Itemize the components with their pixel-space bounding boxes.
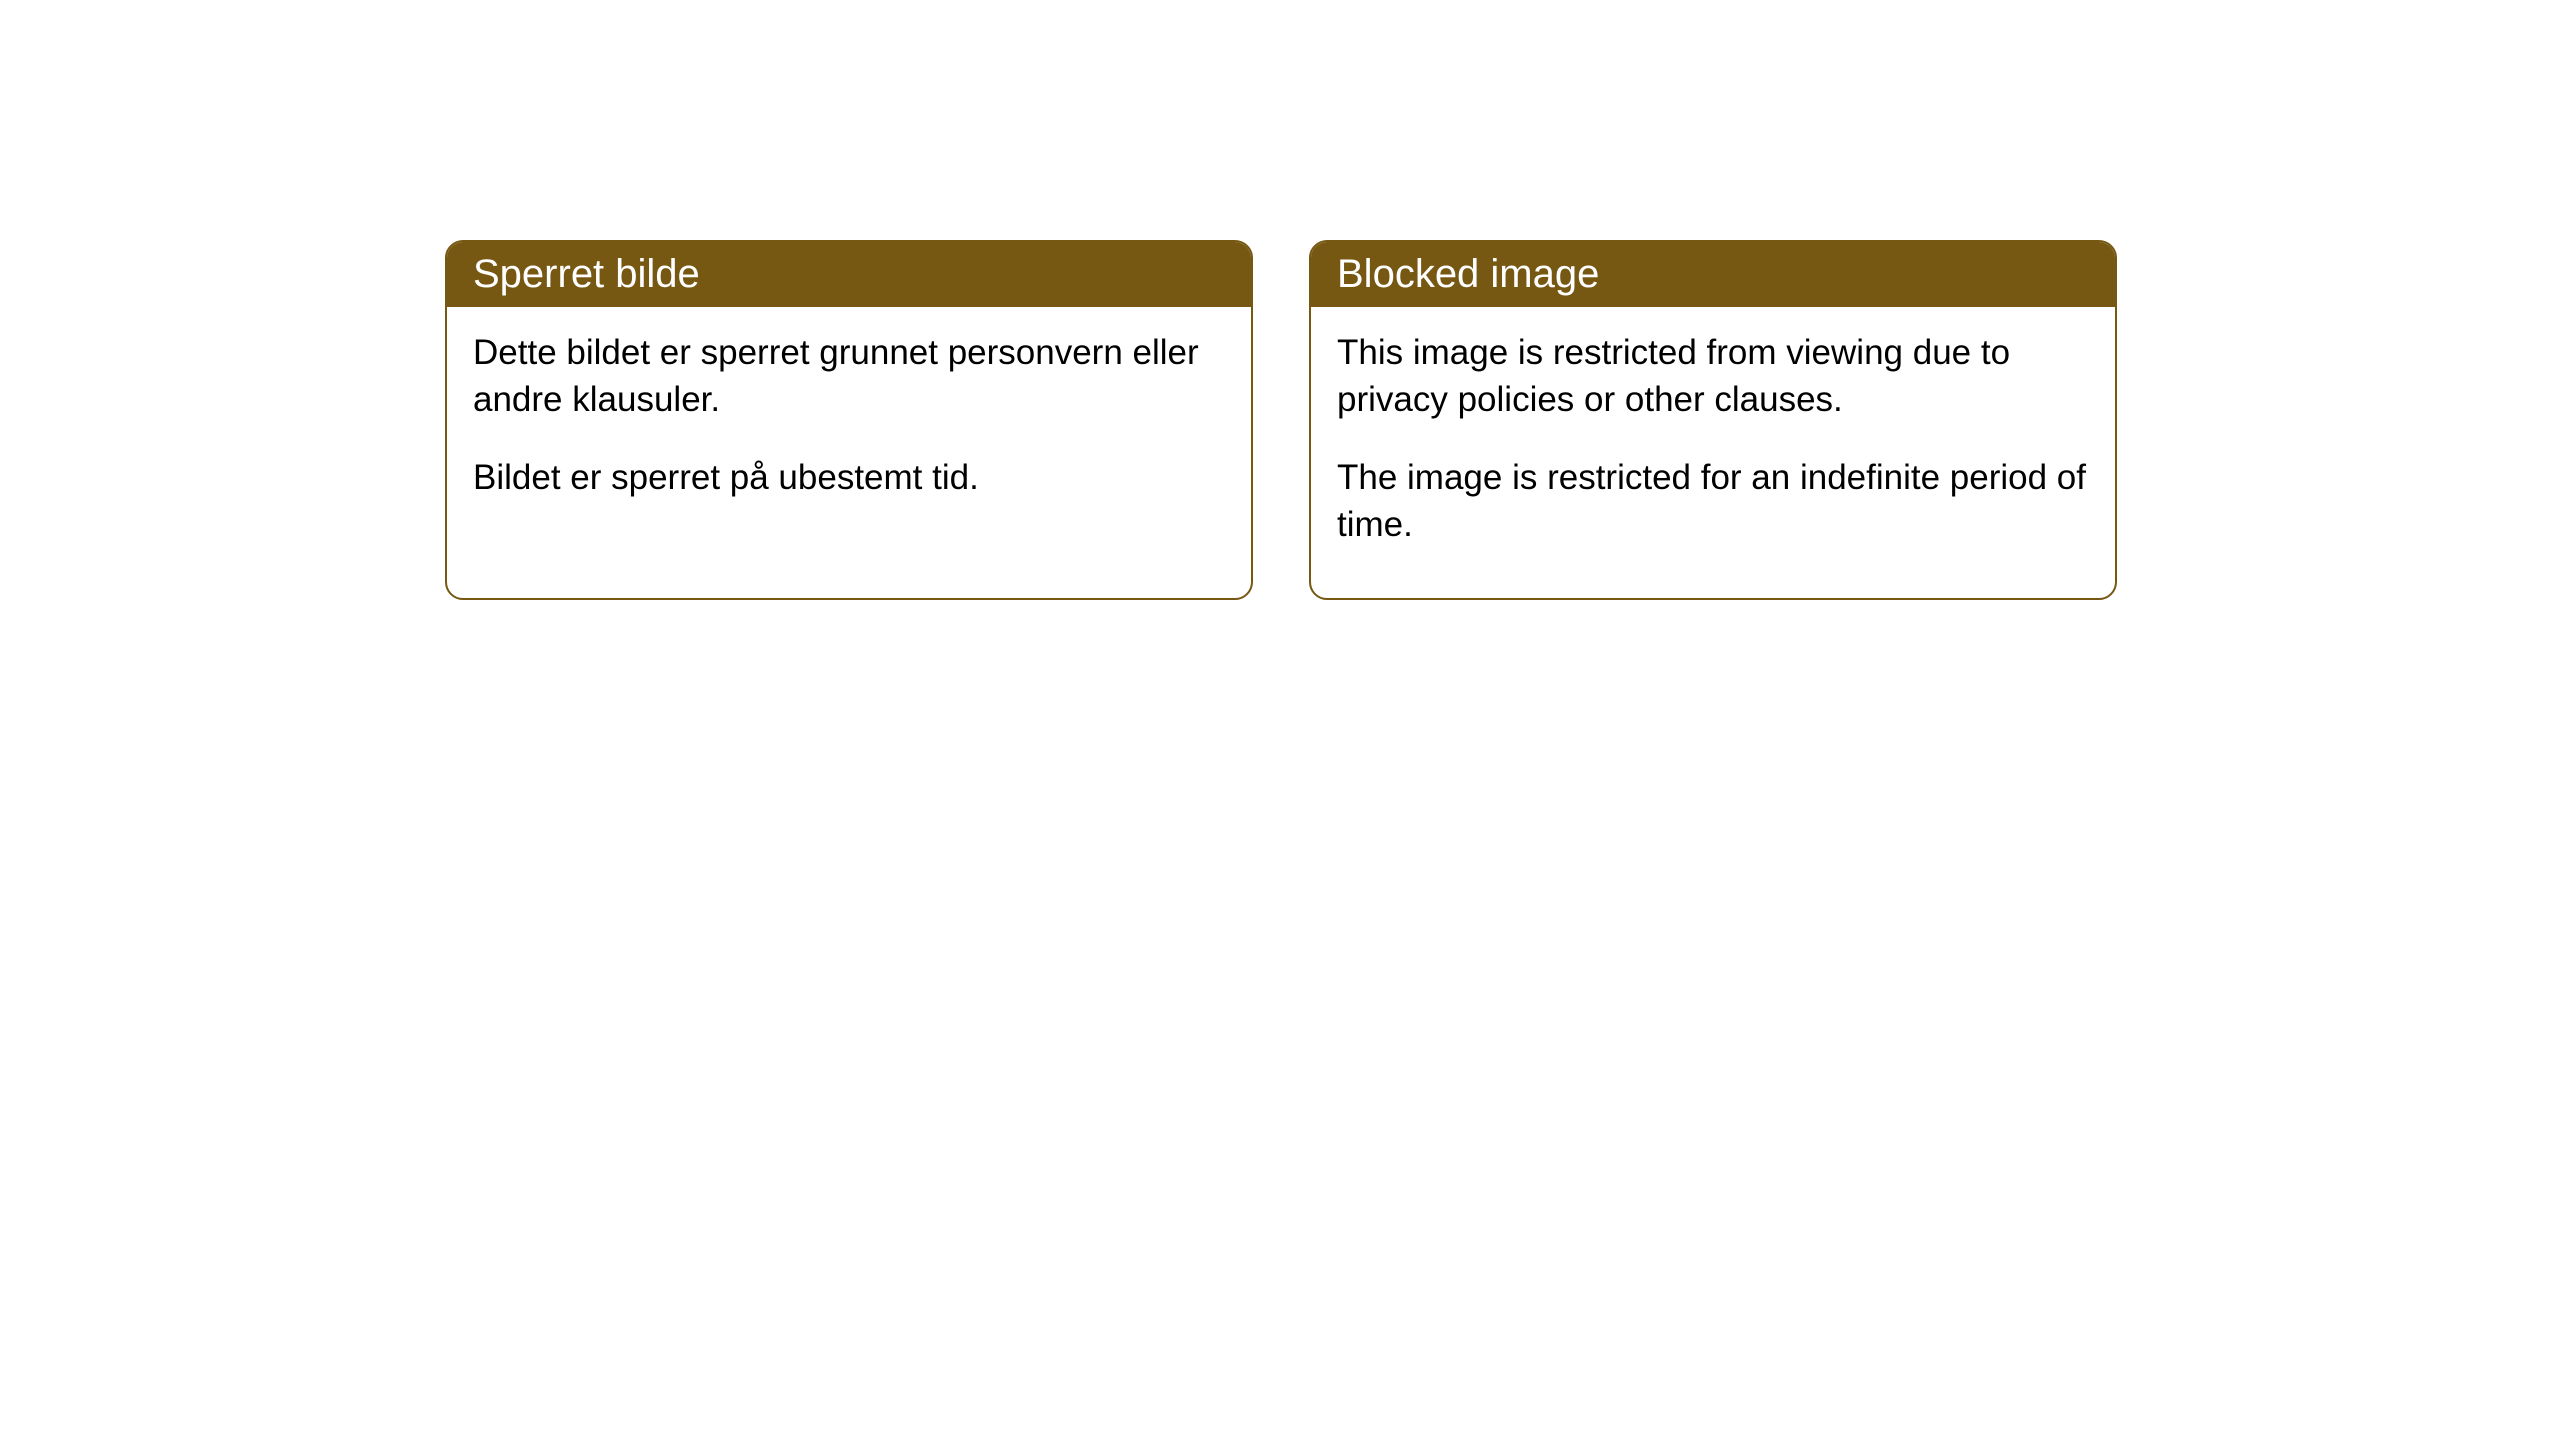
card-body: This image is restricted from viewing du… <box>1311 307 2115 598</box>
card-title: Blocked image <box>1337 252 1599 296</box>
card-paragraph: This image is restricted from viewing du… <box>1337 329 2089 424</box>
card-body: Dette bildet er sperret grunnet personve… <box>447 307 1251 551</box>
card-paragraph: Bildet er sperret på ubestemt tid. <box>473 454 1225 501</box>
notice-container: Sperret bilde Dette bildet er sperret gr… <box>0 0 2560 600</box>
card-paragraph: The image is restricted for an indefinit… <box>1337 454 2089 549</box>
notice-card-english: Blocked image This image is restricted f… <box>1309 240 2117 600</box>
card-paragraph: Dette bildet er sperret grunnet personve… <box>473 329 1225 424</box>
card-title: Sperret bilde <box>473 252 700 296</box>
notice-card-norwegian: Sperret bilde Dette bildet er sperret gr… <box>445 240 1253 600</box>
card-header: Blocked image <box>1311 242 2115 307</box>
card-header: Sperret bilde <box>447 242 1251 307</box>
